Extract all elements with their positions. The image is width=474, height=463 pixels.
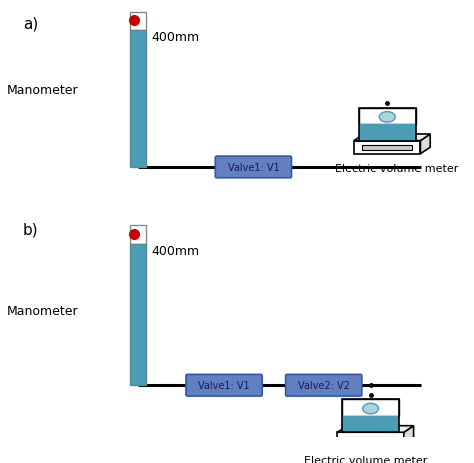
FancyBboxPatch shape [186, 375, 262, 396]
Bar [362, 145, 412, 150]
Text: Valve1: V1: Valve1: V1 [228, 163, 279, 173]
Polygon shape [354, 135, 430, 141]
Text: 400mm: 400mm [152, 244, 200, 257]
Bar [346, 437, 395, 441]
Bar [130, 31, 146, 168]
Text: Manometer: Manometer [6, 305, 78, 318]
Bar [359, 125, 416, 141]
Polygon shape [404, 426, 414, 445]
Text: 400mm: 400mm [152, 31, 200, 44]
Text: Electric volume meter: Electric volume meter [335, 164, 459, 174]
Bar [359, 108, 416, 125]
Text: Electric volume meter: Electric volume meter [304, 455, 428, 463]
Bar [354, 141, 420, 155]
Bar [342, 400, 399, 432]
Bar [130, 13, 146, 31]
Text: a): a) [23, 16, 38, 31]
Polygon shape [420, 135, 430, 155]
Bar [342, 416, 399, 432]
Polygon shape [337, 426, 414, 432]
Bar [337, 432, 404, 445]
FancyBboxPatch shape [286, 375, 362, 396]
Text: Manometer: Manometer [6, 84, 78, 97]
Ellipse shape [379, 113, 395, 123]
Text: b): b) [23, 222, 38, 237]
Text: Valve1: V1: Valve1: V1 [198, 381, 250, 390]
Text: Valve2: V2: Valve2: V2 [298, 381, 350, 390]
Bar [130, 244, 146, 385]
Bar [359, 108, 416, 141]
FancyBboxPatch shape [215, 157, 292, 178]
Ellipse shape [363, 403, 379, 414]
Bar [130, 226, 146, 244]
Bar [342, 400, 399, 416]
